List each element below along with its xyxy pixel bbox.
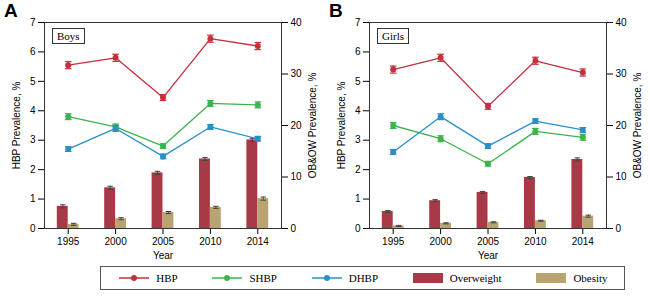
svg-text:2014: 2014: [572, 236, 595, 247]
svg-text:2005: 2005: [152, 236, 175, 247]
svg-text:0: 0: [30, 223, 36, 234]
svg-text:6: 6: [355, 46, 361, 57]
svg-text:3: 3: [355, 134, 361, 145]
svg-text:0: 0: [355, 223, 361, 234]
svg-text:OB&OW Prevalence, %: OB&OW Prevalence, %: [307, 73, 318, 179]
svg-text:10: 10: [291, 171, 303, 182]
svg-text:1: 1: [355, 193, 361, 204]
svg-text:1: 1: [30, 193, 36, 204]
html-text:DHBP: DHBP: [348, 272, 378, 284]
html-text:Overweight: Overweight: [449, 272, 502, 284]
html-text:SHBP: SHBP: [249, 272, 277, 284]
svg-text:7: 7: [355, 17, 361, 28]
svg-text:4: 4: [30, 105, 36, 116]
svg-text:10: 10: [616, 171, 628, 182]
svg-text:5: 5: [355, 76, 361, 87]
html-text:B: B: [329, 0, 343, 21]
html-text:Girls: Girls: [382, 30, 404, 42]
svg-text:30: 30: [291, 68, 303, 79]
svg-text:HBP Prevalence, %: HBP Prevalence, %: [336, 82, 347, 170]
html-text:Obesity: Obesity: [573, 272, 608, 284]
svg-text:1995: 1995: [57, 236, 80, 247]
svg-text:2005: 2005: [477, 236, 500, 247]
svg-text:40: 40: [616, 17, 628, 28]
svg-text:2010: 2010: [199, 236, 222, 247]
svg-text:7: 7: [30, 17, 36, 28]
svg-text:2000: 2000: [429, 236, 452, 247]
svg-text:1995: 1995: [382, 236, 405, 247]
svg-text:2010: 2010: [524, 236, 547, 247]
svg-text:30: 30: [616, 68, 628, 79]
svg-text:HBP Prevalence, %: HBP Prevalence, %: [11, 82, 22, 170]
html-text:Boys: Boys: [57, 30, 80, 42]
svg-text:OB&OW Prevalence, %: OB&OW Prevalence, %: [632, 73, 643, 179]
svg-text:6: 6: [30, 46, 36, 57]
svg-text:Year: Year: [153, 250, 174, 261]
html-text:HBP: HBP: [156, 272, 178, 284]
svg-text:5: 5: [30, 76, 36, 87]
svg-text:0: 0: [616, 223, 622, 234]
svg-text:Year: Year: [478, 250, 499, 261]
svg-text:20: 20: [291, 120, 303, 131]
svg-text:4: 4: [355, 105, 361, 116]
svg-text:20: 20: [616, 120, 628, 131]
svg-text:3: 3: [30, 134, 36, 145]
svg-text:40: 40: [291, 17, 303, 28]
svg-text:2: 2: [355, 164, 361, 175]
svg-text:2000: 2000: [104, 236, 127, 247]
html-text:A: A: [4, 0, 18, 21]
svg-text:2014: 2014: [247, 236, 270, 247]
svg-text:0: 0: [291, 223, 297, 234]
svg-text:2: 2: [30, 164, 36, 175]
